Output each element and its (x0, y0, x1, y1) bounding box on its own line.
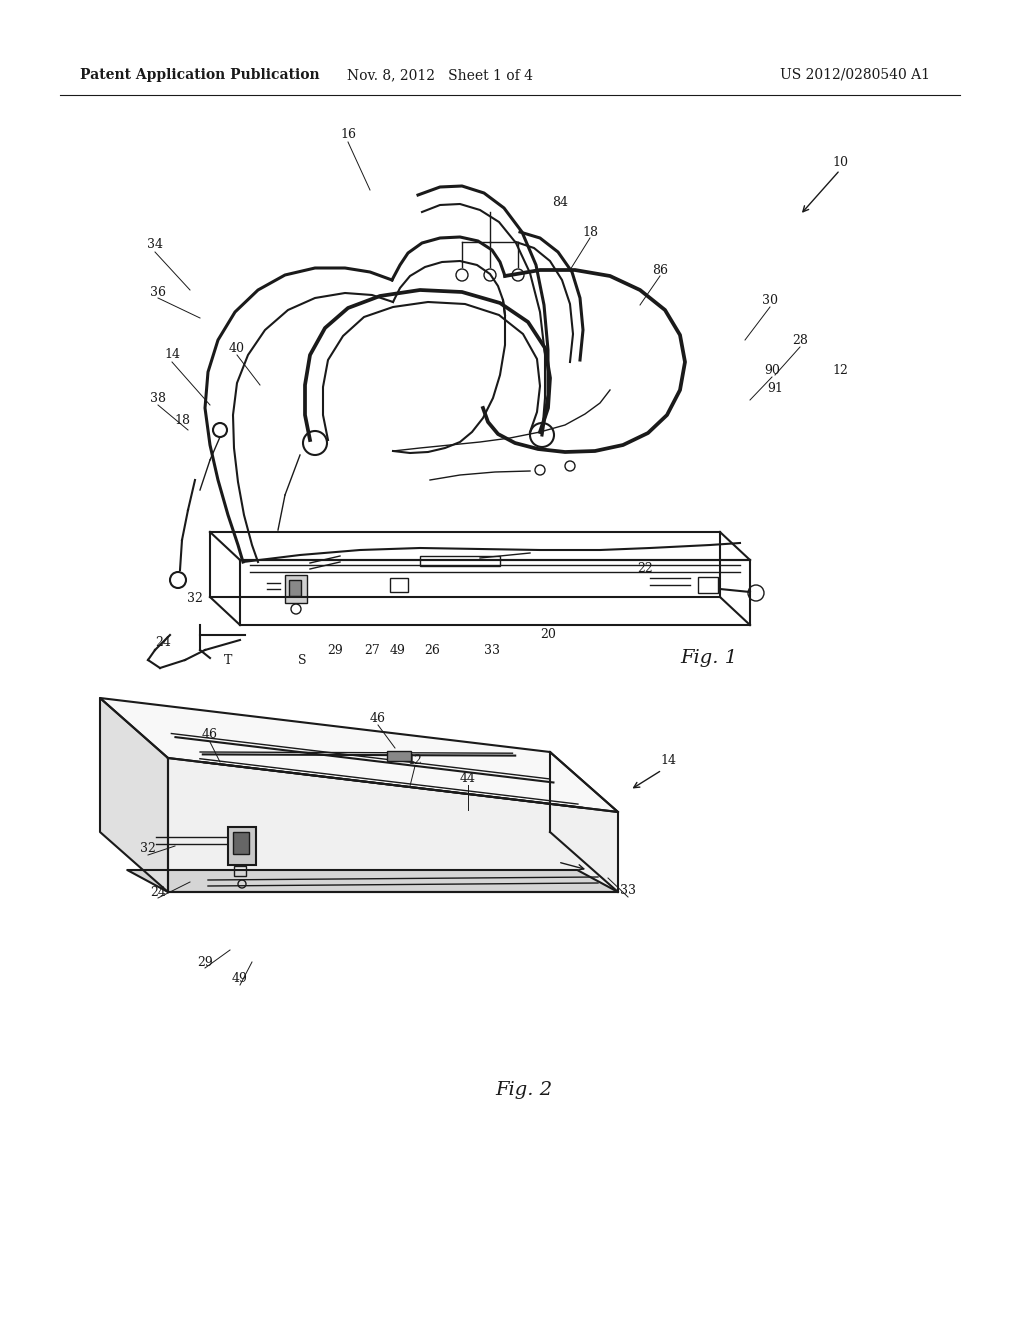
Text: 22: 22 (637, 561, 653, 574)
Text: Fig. 2: Fig. 2 (495, 1081, 552, 1100)
Polygon shape (127, 870, 618, 892)
Text: 49: 49 (232, 972, 248, 985)
Text: 24: 24 (155, 635, 171, 648)
Text: 40: 40 (229, 342, 245, 355)
Text: 20: 20 (540, 628, 556, 642)
Text: 86: 86 (652, 264, 668, 276)
FancyBboxPatch shape (285, 576, 307, 603)
Text: 44: 44 (460, 771, 476, 784)
Text: 10: 10 (831, 156, 848, 169)
Text: 33: 33 (620, 883, 636, 896)
Text: 26: 26 (424, 644, 440, 656)
Text: 28: 28 (792, 334, 808, 346)
FancyBboxPatch shape (387, 751, 411, 760)
Text: 16: 16 (340, 128, 356, 141)
Polygon shape (100, 698, 618, 812)
Text: 29: 29 (327, 644, 343, 656)
Text: 30: 30 (762, 293, 778, 306)
Text: 18: 18 (174, 413, 190, 426)
Text: 12: 12 (833, 363, 848, 376)
Text: S: S (298, 653, 306, 667)
Text: Patent Application Publication: Patent Application Publication (80, 69, 319, 82)
Text: 33: 33 (484, 644, 500, 656)
FancyBboxPatch shape (228, 828, 256, 865)
Text: T: T (224, 653, 232, 667)
Text: 91: 91 (767, 381, 783, 395)
Text: 27: 27 (365, 644, 380, 656)
Text: 49: 49 (390, 644, 406, 656)
Text: 32: 32 (187, 591, 203, 605)
Text: 38: 38 (150, 392, 166, 404)
Text: 14: 14 (660, 754, 676, 767)
FancyBboxPatch shape (233, 832, 249, 854)
Text: 14: 14 (164, 348, 180, 362)
Text: US 2012/0280540 A1: US 2012/0280540 A1 (780, 69, 930, 82)
Polygon shape (100, 698, 168, 892)
Text: 34: 34 (147, 239, 163, 252)
Text: 46: 46 (202, 729, 218, 742)
Text: 18: 18 (582, 226, 598, 239)
Text: 29: 29 (198, 956, 213, 969)
Text: 24: 24 (151, 886, 166, 899)
Text: 46: 46 (370, 711, 386, 725)
Polygon shape (168, 758, 618, 892)
Text: Nov. 8, 2012   Sheet 1 of 4: Nov. 8, 2012 Sheet 1 of 4 (347, 69, 534, 82)
Text: 36: 36 (150, 285, 166, 298)
Text: 32: 32 (140, 842, 156, 854)
Text: Fig. 1: Fig. 1 (680, 649, 737, 667)
Text: 84: 84 (552, 195, 568, 209)
FancyBboxPatch shape (289, 579, 301, 597)
Text: 42: 42 (408, 754, 423, 767)
Text: 90: 90 (764, 363, 780, 376)
